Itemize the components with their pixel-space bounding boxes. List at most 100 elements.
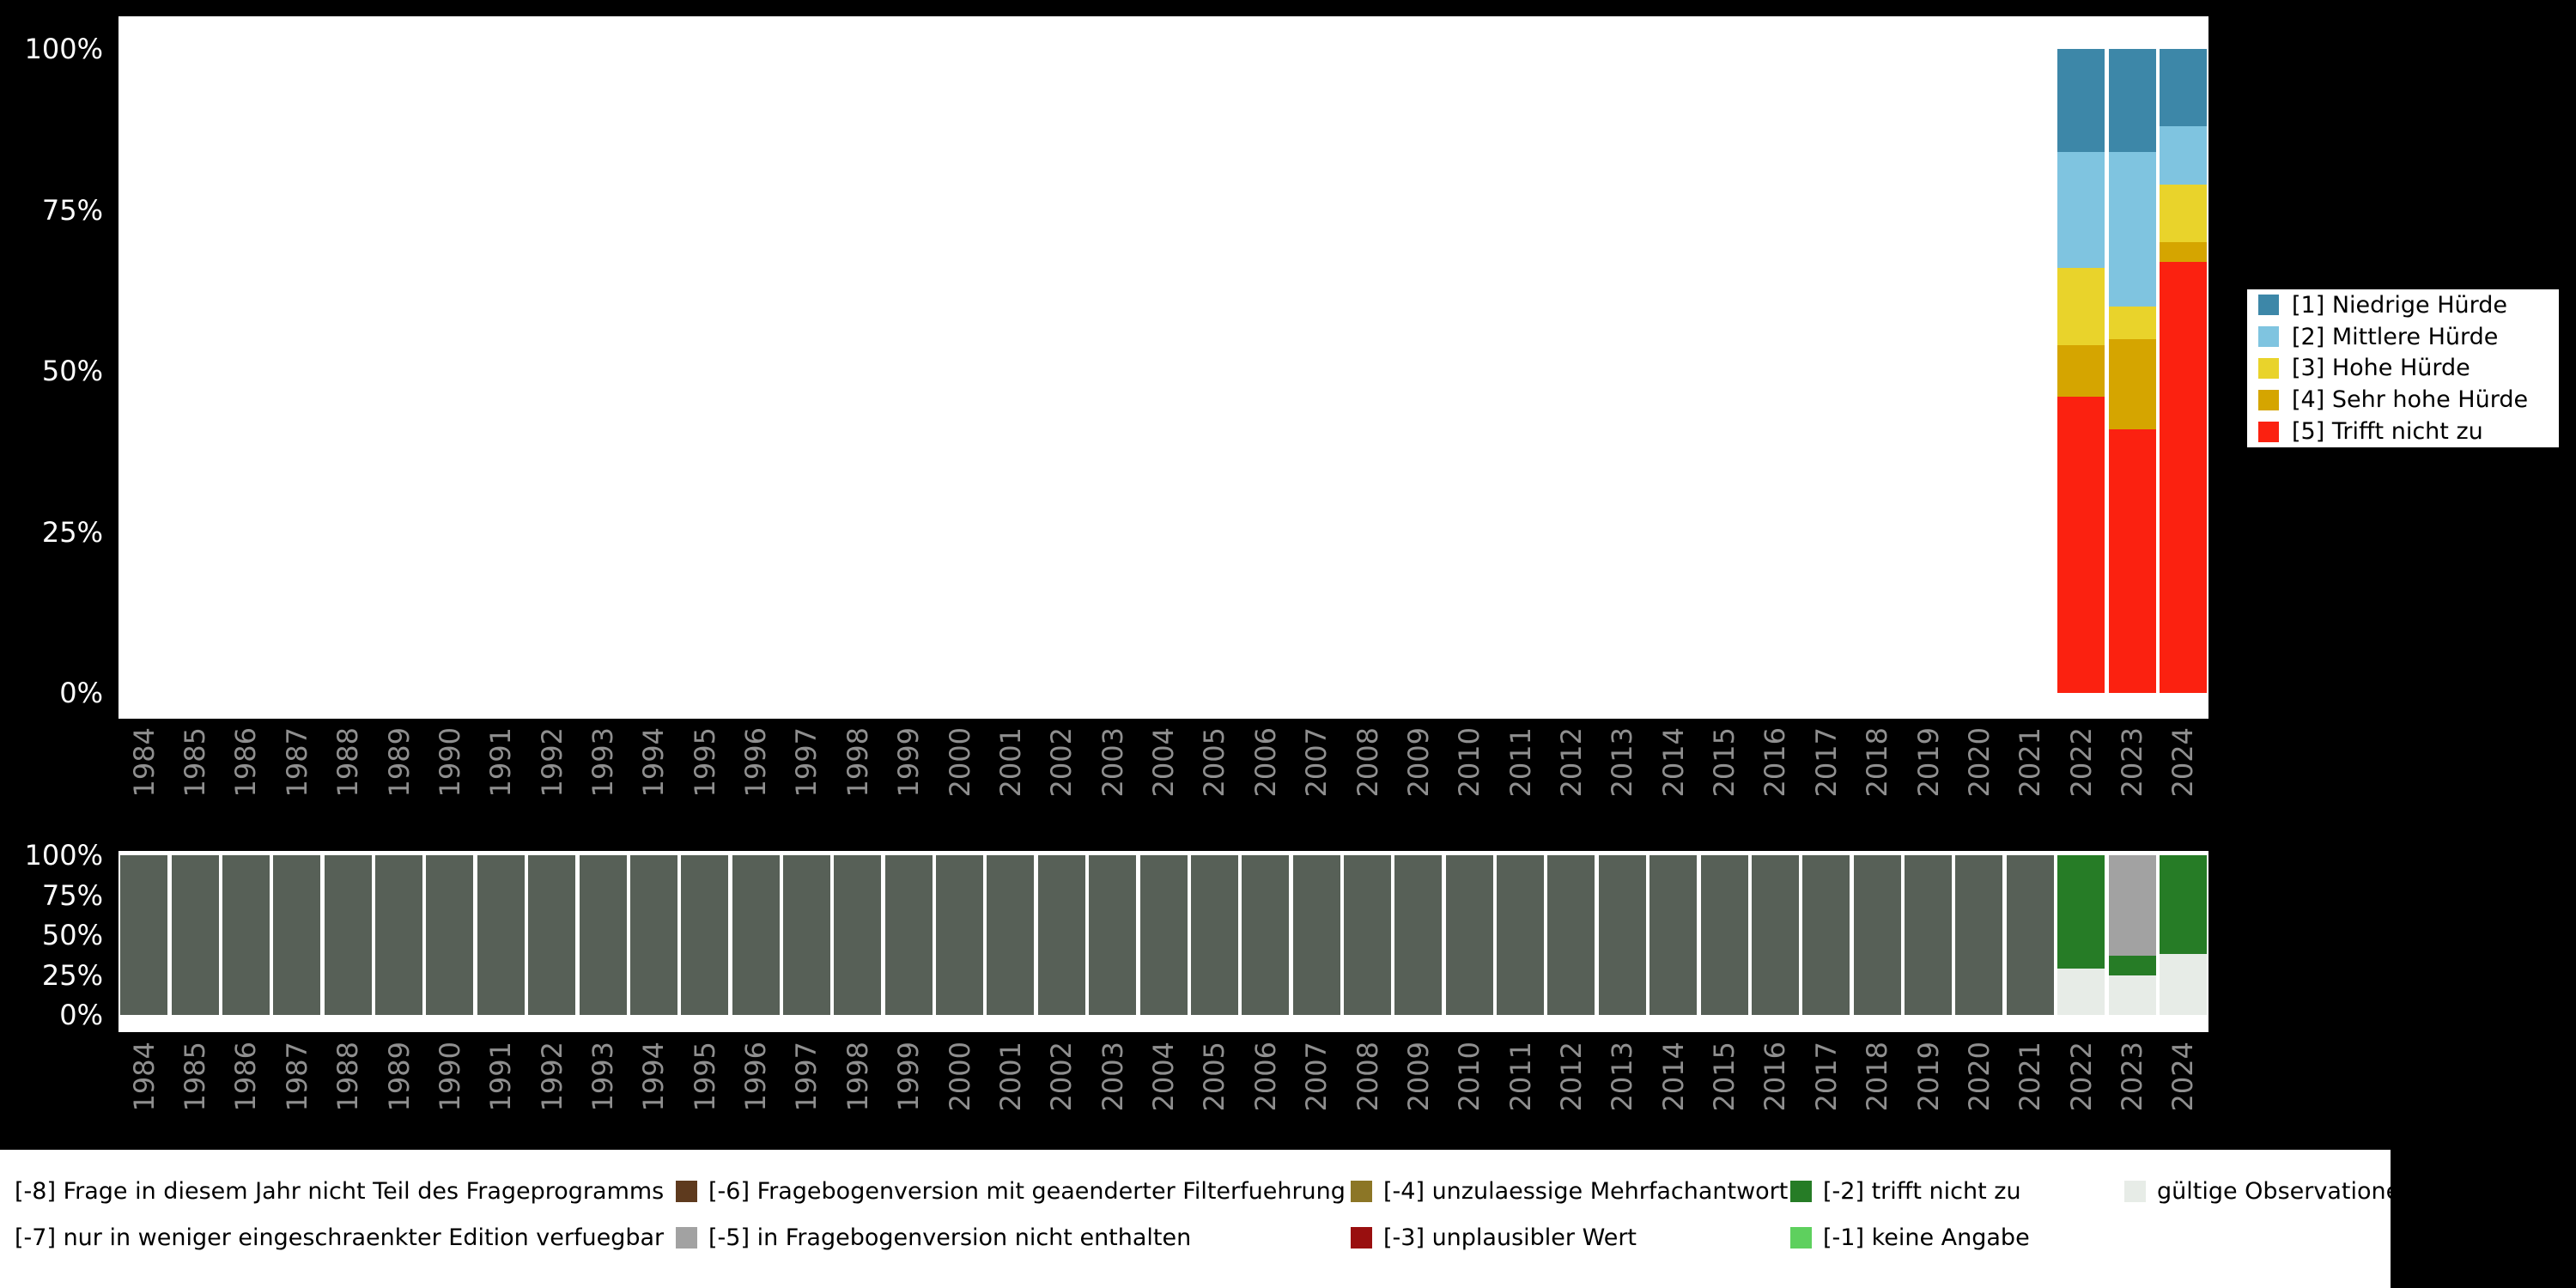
- x-tick-label: 1988: [331, 1042, 365, 1112]
- bar-segment: [2057, 855, 2105, 969]
- legend-color-swatch: [676, 1226, 697, 1249]
- y-tick-label: 50%: [41, 919, 103, 951]
- bar-segment: [1751, 855, 1799, 1015]
- x-tick-label: 1998: [841, 1042, 874, 1112]
- legend-item-label: [4] Sehr hohe Hürde: [2292, 386, 2529, 414]
- x-tick-label: 1996: [739, 1042, 773, 1112]
- bar-segment: [681, 855, 729, 1015]
- bar-segment: [629, 855, 677, 1015]
- bar-segment: [2159, 49, 2207, 126]
- x-tick-label: 2015: [1708, 1042, 1741, 1112]
- bar-segment: [2057, 268, 2105, 345]
- bar-segment: [2057, 397, 2105, 693]
- legend-color-swatch: [1351, 1180, 1372, 1202]
- x-tick-label: 1989: [382, 1042, 416, 1112]
- bar-segment: [2057, 345, 2105, 397]
- x-tick-label: 2010: [1453, 1042, 1486, 1112]
- bar-segment: [2159, 261, 2207, 693]
- bar-segment: [375, 855, 422, 1015]
- bar-segment: [2159, 126, 2207, 185]
- legend-item: [5] Trifft nicht zu: [2247, 416, 2559, 447]
- legend-item: [-3] unplausibler Wert: [1351, 1220, 1637, 1255]
- missing-codes-legend: [-8] Frage in diesem Jahr nicht Teil des…: [0, 1150, 2391, 1288]
- x-tick-label: 2019: [1911, 1042, 1945, 1112]
- bar-segment: [1497, 855, 1545, 1015]
- x-tick-label: 1994: [637, 1042, 671, 1112]
- x-tick-label: 2000: [943, 1042, 976, 1112]
- legend-item: [2] Mittlere Hürde: [2247, 321, 2559, 353]
- bar-segment: [2159, 855, 2207, 955]
- legend-item: [1] Niedrige Hürde: [2247, 289, 2559, 321]
- x-tick-label: 2008: [1351, 1042, 1384, 1112]
- legend-item-label: [-4] unzulaessige Mehrfachantwort: [1383, 1177, 1789, 1205]
- legend-color-swatch: [1790, 1180, 1812, 1202]
- y-tick-label: 50%: [41, 355, 103, 387]
- legend-color-swatch: [1351, 1226, 1372, 1249]
- legend-color-swatch: [2258, 326, 2279, 348]
- bar-segment: [1955, 855, 2003, 1015]
- legend-item-label: [-5] in Fragebogenversion nicht enthalte…: [708, 1224, 1192, 1251]
- x-tick-label: 2017: [1809, 1042, 1843, 1112]
- bar-segment: [1802, 855, 1850, 1015]
- x-tick-label: 2009: [1401, 1042, 1435, 1112]
- legend-item-label: [1] Niedrige Hürde: [2292, 291, 2508, 319]
- bar-segment: [2159, 954, 2207, 1015]
- x-tick-label: 1987: [280, 1042, 313, 1112]
- bar-segment: [1445, 855, 1493, 1015]
- x-tick-label: 2022: [2064, 1042, 2098, 1112]
- bar-segment: [732, 855, 780, 1015]
- bar-segment: [1089, 855, 1137, 1015]
- bar-segment: [1700, 855, 1748, 1015]
- y-tick-label: 0%: [59, 999, 103, 1031]
- legend-item: [-2] trifft nicht zu: [1790, 1174, 2021, 1208]
- bar-segment: [2108, 428, 2156, 693]
- legend-item: [-6] Fragebogenversion mit geaenderter F…: [676, 1174, 1346, 1208]
- bar-segment: [987, 855, 1035, 1015]
- bar-segment: [2108, 307, 2156, 339]
- bar-segment: [936, 855, 983, 1015]
- x-tick-label: 2024: [2166, 1042, 2200, 1112]
- bar-segment: [884, 855, 933, 1015]
- bar-segment: [273, 855, 321, 1015]
- y-tick-label: 0%: [59, 677, 103, 709]
- bar-segment: [1853, 855, 1901, 1015]
- x-tick-label: 1995: [688, 1042, 721, 1112]
- bar-segment: [324, 855, 372, 1015]
- bar-segment: [782, 855, 830, 1015]
- legend-item-label: [-8] Frage in diesem Jahr nicht Teil des…: [15, 1177, 665, 1205]
- x-tick-label: 2018: [1861, 1042, 1894, 1112]
- legend-item-label: [3] Hohe Hürde: [2292, 355, 2470, 382]
- x-tick-label: 2002: [1045, 1042, 1078, 1112]
- bar-segment: [120, 855, 168, 1015]
- x-tick-label: 2001: [993, 1042, 1027, 1112]
- bar-segment: [1190, 855, 1238, 1015]
- legend-item: [-5] in Fragebogenversion nicht enthalte…: [676, 1220, 1191, 1255]
- bar-segment: [579, 855, 627, 1015]
- y-tick-label: 75%: [41, 878, 103, 912]
- legend-color-swatch: [2258, 421, 2279, 442]
- legend-item: [-8] Frage in diesem Jahr nicht Teil des…: [15, 1174, 664, 1208]
- bar-segment: [2108, 152, 2156, 307]
- bar-segment: [477, 855, 525, 1015]
- x-tick-label: 1984: [127, 1042, 161, 1112]
- bar-segment: [2108, 975, 2156, 1015]
- legend-item-label: [2] Mittlere Hürde: [2292, 323, 2499, 350]
- y-tick-label: 25%: [41, 515, 103, 549]
- x-tick-label: 2005: [1198, 1042, 1231, 1112]
- legend-color-swatch: [2258, 389, 2279, 410]
- bar-segment: [426, 855, 474, 1015]
- x-tick-label: 1986: [229, 1042, 263, 1112]
- bar-segment: [171, 855, 219, 1015]
- x-tick-label: 2020: [1962, 1042, 1996, 1112]
- bar-segment: [1037, 855, 1085, 1015]
- bar-segment: [2159, 184, 2207, 242]
- x-tick-label: 2012: [1554, 1042, 1588, 1112]
- y-tick-label: 75%: [41, 193, 103, 227]
- x-tick-label: 2021: [2014, 1042, 2047, 1112]
- bar-segment: [834, 855, 882, 1015]
- x-tick-label: 2003: [1096, 1042, 1129, 1112]
- legend-item: [-4] unzulaessige Mehrfachantwort: [1351, 1174, 1788, 1208]
